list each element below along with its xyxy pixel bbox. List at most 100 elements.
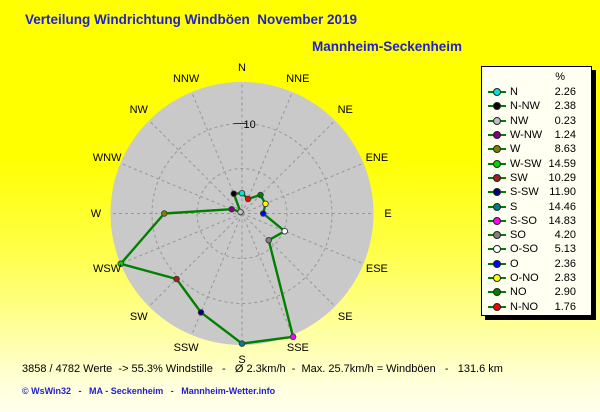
legend-value: 1.24 <box>554 129 576 142</box>
grid-circle-10 <box>151 123 333 304</box>
legend-row-S-SW: S-SW 11.90 <box>482 185 591 199</box>
legend-row-N: N 2.26 <box>482 85 591 99</box>
data-point-W-NW <box>228 205 235 213</box>
direction-label-S: S <box>238 353 246 366</box>
legend-row-W: W 8.63 <box>482 142 591 156</box>
direction-label-W: W <box>90 207 102 220</box>
legend-label: SO <box>510 229 526 242</box>
legend-label: SW <box>510 171 528 184</box>
legend-label: S-SO <box>510 214 537 227</box>
legend-marker-icon <box>488 302 506 312</box>
legend-value: 2.26 <box>554 86 576 99</box>
direction-label-N: N <box>238 61 246 74</box>
legend-marker-icon <box>488 216 506 226</box>
radial-gridline <box>120 213 243 265</box>
radial-gridline <box>191 91 243 214</box>
legend-value: 8.63 <box>554 143 576 156</box>
legend-row-W-SW: W-SW 14.59 <box>482 156 591 170</box>
status-line: 3858 / 4782 Werte -> 55.3% Windstille - … <box>22 363 503 375</box>
data-point-NW <box>237 208 244 216</box>
data-point-W <box>161 210 168 217</box>
legend-marker-icon <box>488 202 506 212</box>
legend-unit-header: % <box>555 71 565 83</box>
direction-label-NNE: NNE <box>286 72 310 85</box>
data-point-NO <box>257 191 264 199</box>
data-point-W-SW <box>117 260 124 268</box>
data-point-O <box>259 210 267 217</box>
legend-value: 11.90 <box>549 186 576 199</box>
direction-label-NNW: NNW <box>172 72 200 85</box>
legend-marker-icon <box>488 116 506 126</box>
legend-value: 2.38 <box>554 100 576 113</box>
copyright-line: © WsWin32 - MA - Seckenheim - Mannheim-W… <box>22 386 276 396</box>
legend-row-S-SO: S-SO 14.83 <box>482 214 591 228</box>
legend-row-NO: NO 2.90 <box>482 285 591 299</box>
radial-gridline <box>241 213 364 265</box>
direction-label-NE: NE <box>337 104 353 117</box>
direction-label-WNW: WNW <box>92 151 122 164</box>
direction-label-SW: SW <box>129 310 148 323</box>
legend-marker-icon <box>488 287 506 297</box>
legend-label: W-SW <box>510 157 542 170</box>
grid-circle-5 <box>196 168 288 259</box>
radial-gridline <box>148 213 243 307</box>
legend-value: 2.90 <box>554 286 576 299</box>
legend-marker-icon <box>488 244 506 254</box>
legend-value: 2.36 <box>554 257 576 270</box>
data-point-N-NW <box>230 190 238 197</box>
legend-marker-icon <box>488 101 506 111</box>
legend-marker-icon <box>488 130 506 140</box>
legend-marker-icon <box>488 159 506 169</box>
direction-label-NW: NW <box>129 104 148 117</box>
radial-gridline <box>241 91 293 214</box>
data-point-SW <box>173 275 180 283</box>
legend-label: N-NW <box>510 100 540 113</box>
legend-marker-icon <box>488 273 506 283</box>
legend-row-S: S 14.46 <box>482 199 591 213</box>
legend-row-N-NO: N-NO 1.76 <box>482 299 591 313</box>
direction-label-SSE: SSE <box>286 342 309 355</box>
legend-marker-icon <box>488 144 506 154</box>
legend-value: 14.83 <box>548 214 576 227</box>
legend-label: W <box>510 143 521 156</box>
legend-row-O-SO: O-SO 5.13 <box>482 242 591 256</box>
legend-label: W-NW <box>510 129 543 142</box>
legend-row-N-NW: N-NW 2.38 <box>482 99 591 113</box>
legend-row-O: O 2.36 <box>482 257 591 271</box>
direction-label-SE: SE <box>337 310 353 323</box>
legend-label: NW <box>510 114 529 127</box>
legend-value: 10.29 <box>548 171 576 184</box>
legend-value: 0.23 <box>554 114 576 127</box>
data-point-O-SO <box>281 227 288 235</box>
legend-row-SW: SW 10.29 <box>482 171 591 185</box>
legend-row-W-NW: W-NW 1.24 <box>482 128 591 142</box>
direction-label-ESE: ESE <box>365 263 388 276</box>
legend-label: S <box>510 200 518 213</box>
direction-label-ENE: ENE <box>365 151 389 164</box>
legend-value: 1.76 <box>554 300 576 313</box>
legend-value: 14.59 <box>548 157 576 170</box>
legend-value: 5.13 <box>554 243 576 256</box>
direction-label-SSW: SSW <box>173 342 199 355</box>
legend-box: % N 2.26 N-NW 2.38 NW 0.23 W-NW 1.24 W 8.63 W-SW 14… <box>481 66 592 316</box>
legend-marker-icon <box>488 187 506 197</box>
radial-gridline <box>148 120 243 214</box>
data-point-O-NO <box>262 200 269 208</box>
data-point-S-SW <box>197 309 205 316</box>
direction-label-E: E <box>384 207 392 220</box>
radial-gridline <box>241 120 336 214</box>
direction-label-WSW: WSW <box>93 263 122 276</box>
legend-label: NO <box>510 286 527 299</box>
data-point-SO <box>265 236 272 244</box>
legend-row-SO: SO 4.20 <box>482 228 591 242</box>
data-point-N <box>238 189 246 197</box>
legend-label: N-NO <box>510 300 539 313</box>
legend-marker-icon <box>488 259 506 269</box>
legend-label: S-SW <box>510 186 539 199</box>
radial-gridline <box>241 213 336 307</box>
legend-label: O-NO <box>510 272 539 284</box>
radial-gridline <box>120 162 243 214</box>
legend-label: O <box>510 257 519 270</box>
radial-gridline <box>241 213 293 336</box>
legend-value: 14.46 <box>548 200 576 213</box>
